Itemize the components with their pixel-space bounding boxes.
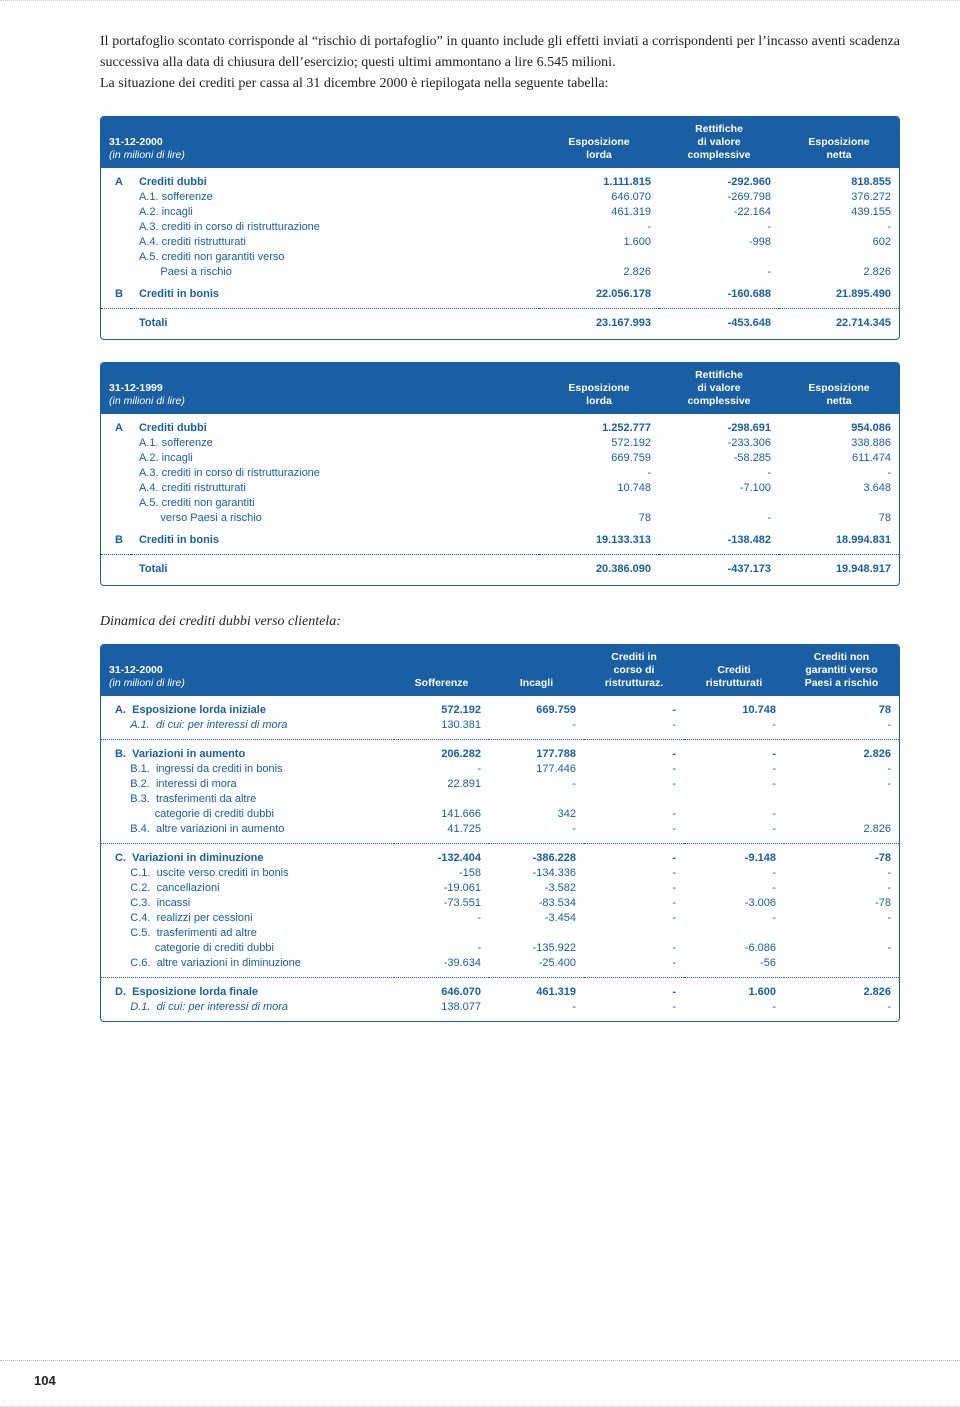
table-row: A.1. sofferenze572.192-233.306338.886	[101, 436, 899, 451]
table-row: C.6. altre variazioni in diminuzione-39.…	[101, 956, 899, 978]
t3-header-c3: Crediti incorso diristrutturaz.	[584, 645, 684, 696]
table-row: A.3. crediti in corso di ristrutturazion…	[101, 466, 899, 481]
table-row: C.1. uscite verso crediti in bonis-158-1…	[101, 866, 899, 881]
table-row: D.1. di cui: per interessi di mora138.07…	[101, 1000, 899, 1022]
table-row: A.4. crediti ristrutturati10.748-7.1003.…	[101, 481, 899, 496]
t3-header-c1: Sofferenze	[394, 645, 489, 696]
table-row: A.1. sofferenze646.070-269.798376.272	[101, 190, 899, 205]
table-row: A.3. crediti in corso di ristrutturazion…	[101, 220, 899, 235]
t1-header-c3: Esposizionenetta	[779, 117, 899, 168]
table-row: A.5. crediti non garantiti	[101, 496, 899, 511]
table-row: C.3. incassi-73.551-83.534--3.006-78	[101, 896, 899, 911]
t3-header-c4: Creditiristrutturati	[684, 645, 784, 696]
table-row: verso Paesi a rischio78-78	[101, 511, 899, 533]
table-row: B. Variazioni in aumento206.282177.788--…	[101, 740, 899, 762]
dynamics-title: Dinamica dei crediti dubbi verso cliente…	[100, 614, 900, 630]
t2-header-left: 31-12-1999(in milioni di lire)	[101, 363, 539, 414]
table-row: C.2. cancellazioni-19.061-3.582---	[101, 881, 899, 896]
t3-header-c5: Crediti nongarantiti versoPaesi a rischi…	[784, 645, 899, 696]
t2-header-c1: Esposizionelorda	[539, 363, 659, 414]
t1-header-left: 31-12-2000(in milioni di lire)	[101, 117, 539, 168]
page-number: 104	[34, 1373, 56, 1388]
table-row: A. Esposizione lorda iniziale572.192669.…	[101, 696, 899, 718]
table-row: categorie di crediti dubbi--135.922--6.0…	[101, 941, 899, 956]
t2-header-c3: Esposizionenetta	[779, 363, 899, 414]
table-row: A.2. incagli669.759-58.285611.474	[101, 451, 899, 466]
table-row: categorie di crediti dubbi141.666342--	[101, 807, 899, 822]
table-row: ACrediti dubbi1.252.777-298.691954.086	[101, 414, 899, 436]
intro-paragraph: Il portafoglio scontato corrisponde al “…	[100, 31, 900, 94]
table-1999: 31-12-1999(in milioni di lire) Esposizio…	[100, 362, 900, 586]
table-row: C.4. realizzi per cessioni--3.454---	[101, 911, 899, 926]
table-2000: 31-12-2000(in milioni di lire) Esposizio…	[100, 116, 900, 340]
t3-header-left: 31-12-2000(in milioni di lire)	[101, 645, 394, 696]
table-total-row: Totali20.386.090-437.17319.948.917	[101, 554, 899, 585]
table-row: B.4. altre variazioni in aumento41.725--…	[101, 822, 899, 844]
table-row: BCrediti in bonis22.056.178-160.68821.89…	[101, 286, 899, 308]
t1-header-c2: Rettifichedi valorecomplessive	[659, 117, 779, 168]
table-total-row: Totali23.167.993-453.64822.714.345	[101, 308, 899, 339]
table-row: A.2. incagli461.319-22.164439.155	[101, 205, 899, 220]
t2-header-c2: Rettifichedi valorecomplessive	[659, 363, 779, 414]
table-dynamics: 31-12-2000(in milioni di lire) Sofferenz…	[100, 644, 900, 1022]
table-row: Paesi a rischio2.826-2.826	[101, 265, 899, 287]
table-row: A.1. di cui: per interessi di mora130.38…	[101, 718, 899, 740]
table-row: B.3. trasferimenti da altre	[101, 792, 899, 807]
table-row: C. Variazioni in diminuzione-132.404-386…	[101, 844, 899, 866]
table-row: B.1. ingressi da crediti in bonis-177.44…	[101, 762, 899, 777]
table-row: A.4. crediti ristrutturati1.600-998602	[101, 235, 899, 250]
t1-header-c1: Esposizionelorda	[539, 117, 659, 168]
table-row: BCrediti in bonis19.133.313-138.48218.99…	[101, 532, 899, 554]
table-row: A.5. crediti non garantiti verso	[101, 250, 899, 265]
table-row: B.2. interessi di mora22.891----	[101, 777, 899, 792]
table-row: C.5. trasferimenti ad altre	[101, 926, 899, 941]
table-row: D. Esposizione lorda finale646.070461.31…	[101, 978, 899, 1000]
footer-divider	[0, 1360, 960, 1361]
t3-header-c2: Incagli	[489, 645, 584, 696]
table-row: ACrediti dubbi1.111.815-292.960818.855	[101, 168, 899, 190]
